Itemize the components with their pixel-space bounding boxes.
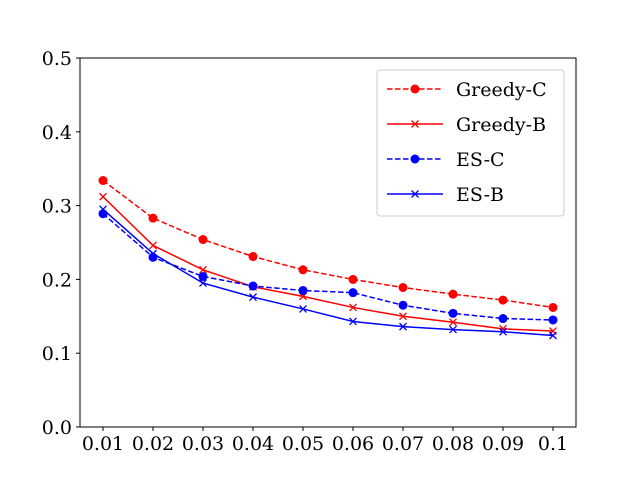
- legend-entry: ES-C: [387, 149, 505, 171]
- data-point: [398, 300, 408, 310]
- plot-area: [98, 176, 558, 340]
- legend-label: ES-C: [456, 149, 505, 171]
- legend-label: Greedy-B: [456, 114, 546, 136]
- data-point: [399, 312, 407, 321]
- data-point: [298, 285, 308, 295]
- x-tick-label: 0.07: [382, 433, 424, 455]
- x-tick-label: 0.08: [432, 433, 474, 455]
- series-line-greedy-b: [102, 196, 554, 332]
- legend: Greedy-C Greedy-B ES-C ES-B: [376, 69, 565, 217]
- data-point: [348, 288, 358, 298]
- y-tick-label: 0.5: [42, 48, 72, 70]
- y-tick-label: 0.0: [42, 417, 72, 439]
- data-point: [99, 205, 107, 214]
- legend-entry: Greedy-C: [387, 79, 547, 101]
- data-point: [498, 295, 508, 305]
- x-tick-label: 0.1: [538, 433, 568, 455]
- axes: 0.0 0.1 0.2 0.3 0.4 0.5 0.01 0.02 0.03 0.04 0.05 0.…: [42, 48, 577, 455]
- data-point: [498, 314, 508, 324]
- data-point: [98, 209, 108, 219]
- legend-entry: ES-B: [387, 184, 504, 206]
- data-point: [298, 265, 308, 275]
- data-point: [148, 213, 158, 223]
- data-point: [549, 331, 557, 340]
- legend-entry: Greedy-B: [387, 114, 546, 136]
- data-point: [149, 249, 157, 258]
- data-point: [349, 303, 357, 312]
- x-tick-label: 0.05: [282, 433, 324, 455]
- data-point: [449, 318, 457, 327]
- data-point: [348, 274, 358, 284]
- legend-label: ES-B: [456, 184, 504, 206]
- data-point: [499, 327, 507, 336]
- data-point: [448, 308, 458, 318]
- legend-marker: [410, 154, 420, 164]
- legend-marker: [411, 120, 419, 128]
- legend-label: Greedy-C: [456, 79, 547, 101]
- data-point: [249, 293, 257, 302]
- data-point: [349, 317, 357, 326]
- data-point: [448, 289, 458, 299]
- data-point: [299, 304, 307, 313]
- data-point: [199, 279, 207, 288]
- data-point: [398, 283, 408, 293]
- data-point: [98, 176, 108, 186]
- x-tick-label: 0.06: [332, 433, 374, 455]
- data-point: [248, 252, 258, 262]
- x-tick-label: 0.03: [182, 433, 224, 455]
- legend-marker: [411, 190, 419, 198]
- data-point: [248, 281, 258, 291]
- data-point: [548, 302, 558, 312]
- data-point: [399, 322, 407, 331]
- x-tick-label: 0.02: [132, 433, 174, 455]
- data-point: [198, 271, 208, 281]
- y-tick-label: 0.2: [42, 269, 72, 291]
- x-tick-label: 0.09: [482, 433, 524, 455]
- y-tick-label: 0.3: [42, 196, 72, 218]
- x-tick-label: 0.01: [82, 433, 124, 455]
- y-tick-label: 0.1: [42, 343, 72, 365]
- axes-frame: [79, 57, 577, 428]
- series-line-es-c: [102, 213, 554, 321]
- data-point: [149, 241, 157, 250]
- data-point: [449, 325, 457, 334]
- data-point: [198, 235, 208, 245]
- data-point: [99, 192, 107, 201]
- y-tick-label: 0.4: [42, 122, 72, 144]
- data-point: [199, 265, 207, 274]
- legend-marker: [410, 84, 420, 94]
- data-point: [548, 315, 558, 325]
- series-line-es-b: [102, 208, 554, 337]
- series-line-greedy-c: [102, 179, 554, 309]
- x-tick-label: 0.04: [232, 433, 274, 455]
- legend-box: [376, 69, 565, 217]
